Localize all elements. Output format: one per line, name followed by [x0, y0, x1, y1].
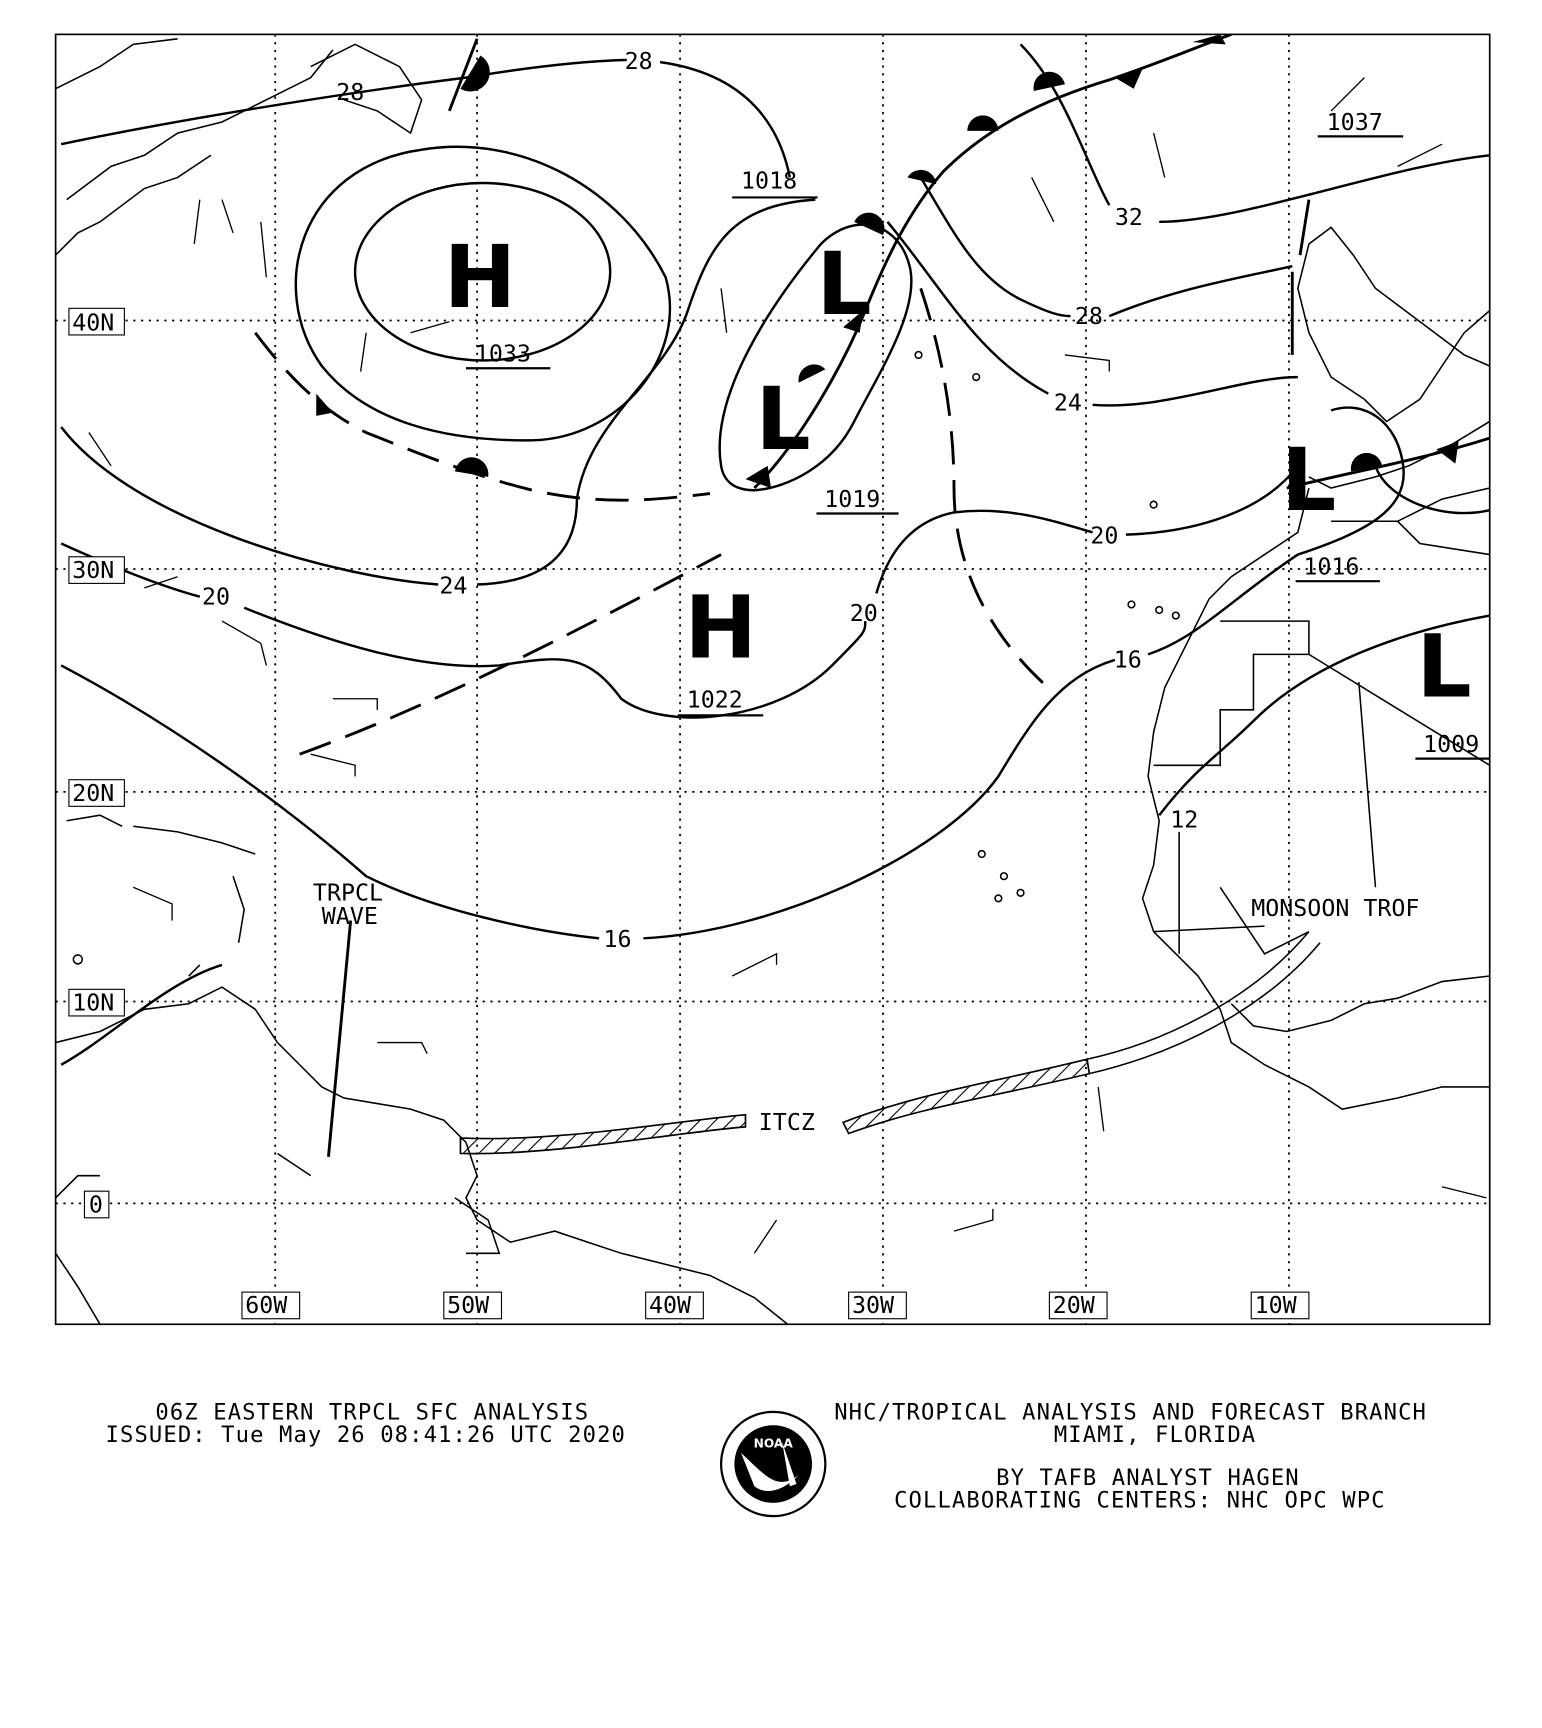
isobar-label: 12 [1170, 806, 1198, 833]
pressure-value: 1037 [1327, 109, 1383, 136]
isobar-label: 24 [1054, 389, 1082, 416]
isobar-label: 28 [1075, 303, 1103, 330]
lat-label: 30N [72, 557, 114, 584]
longitude-labels: 60W 50W 40W 30W 20W 10W [241, 1291, 1310, 1320]
analyst: BY TAFB ANALYST HAGEN [996, 1465, 1300, 1491]
lon-label: 50W [447, 1292, 490, 1319]
tropical-wave-axis [327, 920, 353, 1157]
isobar-label: 28 [625, 48, 653, 75]
high-center-symbol: H [684, 579, 756, 679]
lat-label: 0 [89, 1191, 103, 1218]
pressure-centers: H 1033 H 1022 L 1018 L 1019 1037 L 1016 … [444, 109, 1490, 760]
itcz-label: ITCZ [759, 1109, 815, 1136]
isobar-label: 20 [1090, 522, 1118, 549]
isobar-label: 28 [336, 79, 364, 106]
isobar-label: 16 [1114, 647, 1142, 674]
isobar-labels: 28 28 24 20 20 16 32 28 24 20 16 12 [202, 48, 1198, 953]
lat-label: 20N [72, 780, 114, 807]
pressure-value: 1018 [741, 168, 797, 195]
isobar-label: 16 [604, 926, 632, 953]
itcz [459, 931, 1321, 1155]
low-center-symbol: L [755, 370, 810, 470]
pressure-value: 1016 [1303, 554, 1359, 581]
pressure-value: 1019 [824, 486, 880, 513]
latitude-labels: 40N 30N 20N 10N 0 [68, 307, 125, 1219]
lon-label: 30W [852, 1292, 895, 1319]
lon-label: 20W [1053, 1292, 1096, 1319]
monsoon-trough-label: MONSOON TROF [1251, 895, 1419, 922]
lon-label: 10W [1255, 1292, 1298, 1319]
lat-lon-grid [55, 34, 1490, 1325]
issued-time: ISSUED: Tue May 26 08:41:26 UTC 2020 [106, 1422, 626, 1448]
lon-label: 40W [649, 1292, 692, 1319]
isobar-label: 32 [1115, 204, 1143, 231]
isobars [60, 43, 1490, 1066]
lat-label: 10N [72, 989, 114, 1016]
wind-barbs [88, 77, 1487, 1254]
isobar-label: NOAA [754, 1436, 794, 1450]
tropical-wave-label: WAVE [322, 903, 378, 930]
feature-labels: TRPCL WAVE ITCZ MONSOON TROF [313, 880, 1420, 1137]
noaa-logo: NOAA [719, 1410, 827, 1518]
chart-title: 06Z EASTERN TRPCL SFC ANALYSIS [155, 1400, 589, 1426]
lon-label: 60W [245, 1292, 288, 1319]
collaborating-centers: COLLABORATING CENTERS: NHC OPC WPC [894, 1487, 1386, 1513]
low-center-symbol: L [1281, 431, 1336, 531]
isobar-label: 20 [850, 600, 878, 627]
map-frame [54, 33, 1491, 1326]
pressure-value: 1009 [1423, 731, 1479, 758]
location: MIAMI, FLORIDA [1054, 1422, 1256, 1448]
pressure-value: 1022 [687, 687, 743, 714]
isobar-label: 20 [202, 583, 230, 610]
low-center-symbol: L [1417, 618, 1472, 718]
fronts [254, 34, 1490, 756]
pressure-value: 1033 [475, 341, 531, 368]
agency: NHC/TROPICAL ANALYSIS AND FORECAST BRANC… [834, 1400, 1427, 1426]
low-center-symbol: L [816, 235, 871, 335]
isobar-label: 24 [439, 572, 467, 599]
coastlines [55, 38, 1490, 1325]
tropical-wave-label: TRPCL [313, 880, 383, 907]
lat-label: 40N [72, 310, 114, 337]
high-center-symbol: H [444, 228, 516, 328]
footer: 06Z EASTERN TRPCL SFC ANALYSIS ISSUED: T… [106, 1400, 1427, 1518]
